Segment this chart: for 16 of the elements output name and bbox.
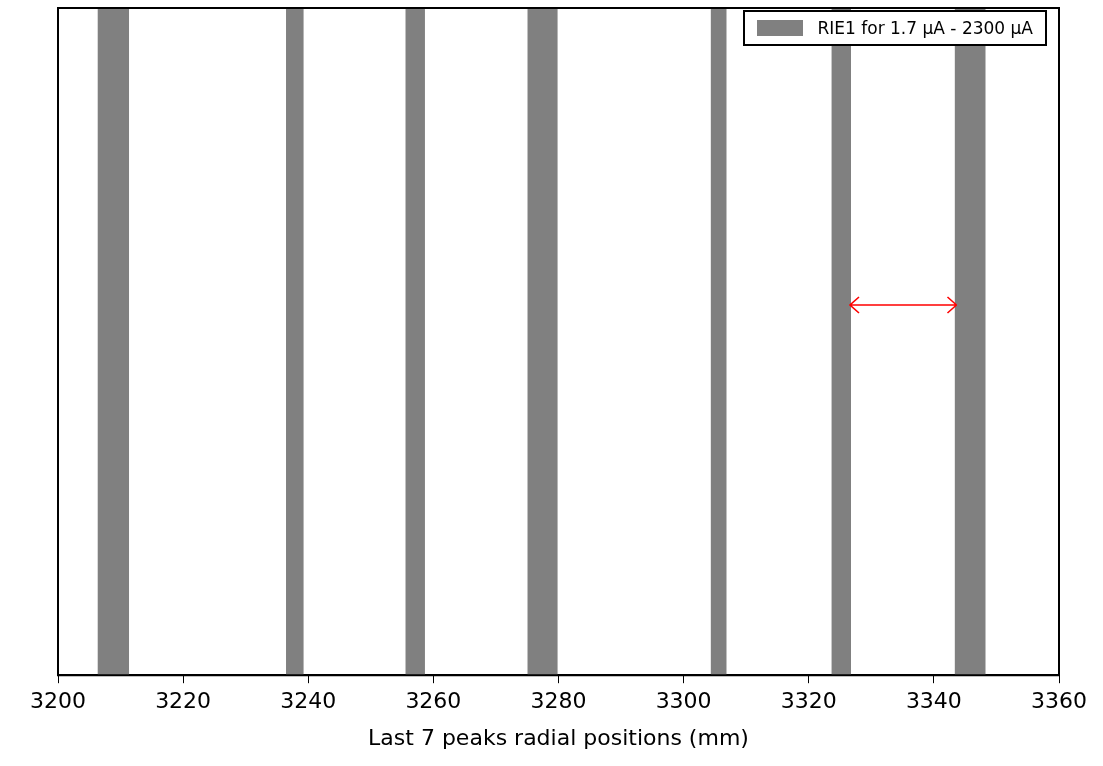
bar (710, 8, 727, 676)
x-tick-label: 3360 (1031, 688, 1087, 714)
legend-label: RIE1 for 1.7 μA - 2300 μA (817, 18, 1033, 38)
x-tick-label: 3260 (405, 688, 462, 714)
x-tick-label: 3220 (155, 688, 212, 714)
x-tick-label: 3300 (655, 688, 712, 714)
x-tick-label: 3320 (780, 688, 837, 714)
bar (97, 8, 130, 676)
bar (286, 8, 304, 676)
bar (527, 8, 558, 676)
x-tick-label: 3280 (530, 688, 587, 714)
x-axis-title: Last 7 peaks radial positions (mm) (368, 724, 749, 750)
x-tick-label: 3200 (30, 688, 86, 714)
x-tick-label: 3240 (280, 688, 337, 714)
bar (405, 8, 425, 676)
x-tick-label: 3340 (905, 688, 962, 714)
